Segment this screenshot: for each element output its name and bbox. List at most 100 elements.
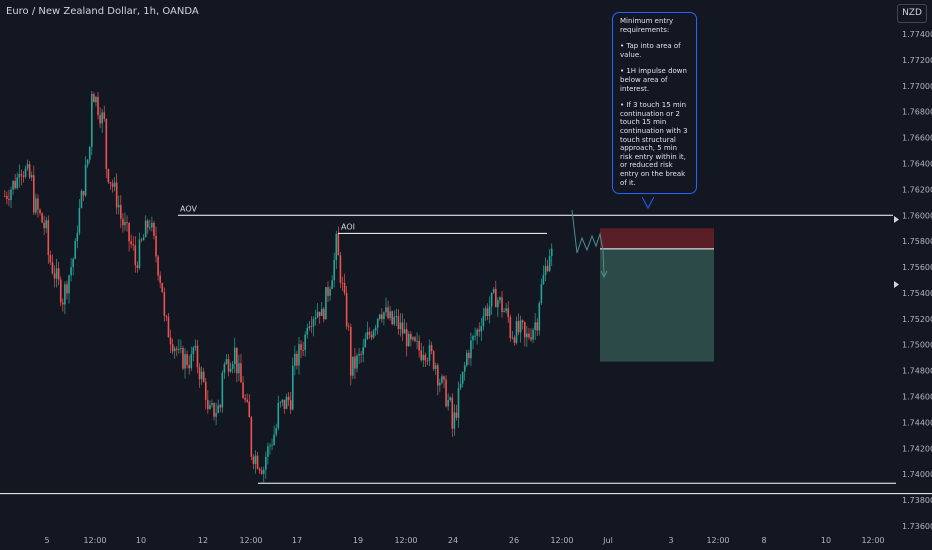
candle-body <box>64 284 66 305</box>
candle-body <box>325 287 327 320</box>
candle-body <box>490 292 493 307</box>
candle-body <box>59 279 62 303</box>
candle-body <box>196 345 199 368</box>
candle-body <box>476 329 478 336</box>
candle-body <box>391 311 394 325</box>
candle-body <box>163 292 166 316</box>
candle-body <box>138 239 141 268</box>
candle-body <box>14 180 16 189</box>
candle-body <box>153 222 155 236</box>
candle-body <box>37 198 39 210</box>
candle-body <box>436 365 439 386</box>
x-tick-label: 12:00 <box>861 536 884 545</box>
candle-body <box>20 174 23 176</box>
candle-body <box>528 333 530 338</box>
candle-body <box>126 222 128 223</box>
candle-body <box>513 337 516 343</box>
x-tick-label: 12 <box>198 536 208 545</box>
symbol-title: Euro / New Zealand Dollar, 1h, OANDA <box>6 6 199 17</box>
candle-body <box>285 396 288 409</box>
candle-body <box>128 222 130 242</box>
candle-body <box>207 399 209 410</box>
candle-body <box>420 350 423 361</box>
candle-body <box>441 376 443 383</box>
candle-body <box>532 329 534 340</box>
callout-heading: Minimum entry requirements: <box>620 17 674 34</box>
candle-body <box>480 326 483 332</box>
candle-body <box>358 353 360 356</box>
y-tick-label: 1.74600 <box>902 393 932 402</box>
candle-body <box>289 400 292 410</box>
candle-body <box>41 213 43 223</box>
take-profit-zone <box>600 248 714 362</box>
candle-body <box>254 455 257 464</box>
y-tick-label: 1.74800 <box>902 367 932 376</box>
candle-body <box>49 255 52 263</box>
candle-body <box>10 189 12 201</box>
candle-body <box>323 308 325 320</box>
candle-body <box>113 182 116 187</box>
x-tick-label: 10 <box>821 536 831 545</box>
candle-body <box>122 218 124 226</box>
y-tick-label: 1.76000 <box>902 211 932 220</box>
candle-body <box>78 207 81 233</box>
candle-body <box>120 205 122 219</box>
candle-body <box>55 268 58 279</box>
candle-body <box>167 316 170 338</box>
aoi-label: AOI <box>341 222 355 231</box>
candle-body <box>335 233 338 260</box>
candle-body <box>356 355 358 369</box>
candle-body <box>318 311 321 317</box>
candle-body <box>372 330 375 338</box>
candle-body <box>231 364 234 369</box>
candle-body <box>221 372 224 408</box>
candle-body <box>140 239 143 241</box>
candle-body <box>95 96 97 103</box>
candle-body <box>26 164 29 169</box>
candle-body <box>492 288 495 293</box>
candle-body <box>281 399 284 403</box>
candle-body <box>155 235 157 257</box>
candle-body <box>198 367 201 380</box>
candle-body <box>366 331 369 339</box>
y-tick-label: 1.77000 <box>902 82 932 91</box>
candle-body <box>273 434 275 445</box>
callout-pointer-icon <box>642 197 654 209</box>
candle-body <box>534 322 536 330</box>
candle-body <box>66 284 68 294</box>
candle-body <box>91 93 93 147</box>
candle-body <box>461 371 464 384</box>
candle-body <box>246 399 248 402</box>
candle-body <box>457 388 460 418</box>
candle-body <box>43 222 45 229</box>
candle-body <box>451 397 454 429</box>
candle-body <box>151 222 153 228</box>
currency-button[interactable]: NZD <box>897 4 927 23</box>
candle-body <box>186 354 188 366</box>
candle-body <box>432 351 435 369</box>
candle-body <box>302 349 304 351</box>
candle-body <box>248 401 251 418</box>
x-tick-label: 17 <box>292 536 302 545</box>
time-axis[interactable]: 5 12:00 10 12 12:00 17 19 12:00 24 26 12:00 Jul 3 12:… <box>44 536 884 545</box>
candle-body <box>434 365 437 369</box>
candle-body <box>540 284 543 303</box>
stop-loss-zone <box>600 228 714 249</box>
candle-body <box>35 198 37 213</box>
candle-body <box>84 164 87 196</box>
candle-body <box>378 314 381 320</box>
candle-body <box>507 308 510 318</box>
candle-body <box>107 169 110 183</box>
candle-body <box>8 199 10 201</box>
candle-body <box>265 456 267 470</box>
candle-body <box>509 317 512 338</box>
candle-body <box>238 363 240 374</box>
x-tick-label: 12:00 <box>706 536 729 545</box>
candle-body <box>287 396 290 401</box>
price-axis[interactable]: 1.77400 1.77200 1.77000 1.76800 1.76600 1.764… <box>894 30 932 531</box>
candle-body <box>401 322 404 334</box>
candle-body <box>262 469 265 474</box>
candle-body <box>103 112 106 119</box>
y-tick-label: 1.77400 <box>902 30 932 39</box>
